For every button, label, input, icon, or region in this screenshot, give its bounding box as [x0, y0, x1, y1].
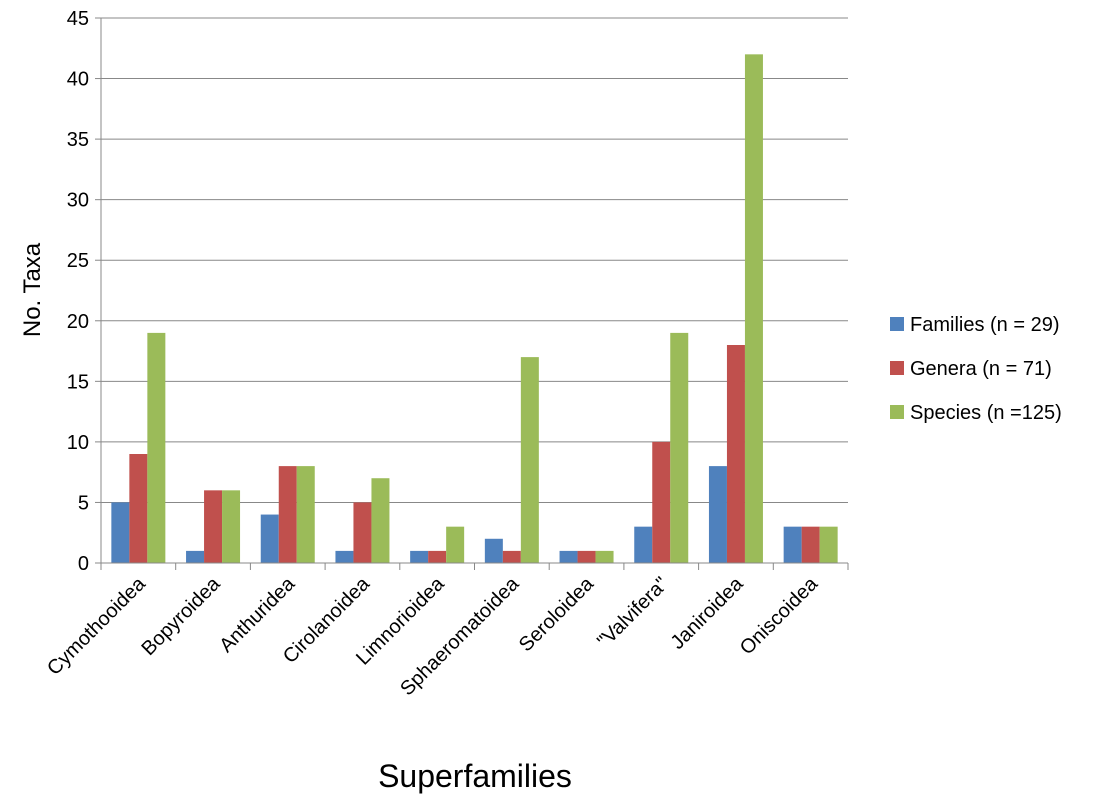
- bar-species: [371, 478, 390, 563]
- legend-label: Genera (n = 71): [910, 358, 1052, 380]
- bar-species: [222, 490, 241, 563]
- bar-genera: [577, 550, 596, 563]
- bar-genera: [502, 550, 521, 563]
- bar-species: [520, 357, 539, 563]
- bar-families: [186, 550, 205, 563]
- legend-swatch: [890, 405, 904, 419]
- y-tick-label: 40: [67, 69, 89, 91]
- legend-swatch: [890, 361, 904, 375]
- bar-genera: [353, 502, 372, 563]
- bar-genera: [278, 466, 297, 563]
- y-tick-label: 5: [78, 492, 89, 514]
- bar-families: [410, 550, 429, 563]
- bar-species: [595, 550, 614, 563]
- bar-families: [634, 526, 653, 563]
- bar-species: [744, 54, 763, 563]
- x-tick-label: "Valvifera": [593, 573, 673, 653]
- bars: [111, 54, 838, 563]
- legend-swatch: [890, 317, 904, 331]
- bar-families: [484, 538, 503, 563]
- axes: [95, 17, 849, 570]
- bar-families: [708, 466, 727, 563]
- bar-species: [819, 526, 838, 563]
- legend-label: Families (n = 29): [910, 314, 1060, 336]
- bar-genera: [801, 526, 820, 563]
- bar-families: [559, 550, 578, 563]
- y-axis-title: No. Taxa: [19, 242, 46, 337]
- x-tick-label: Janiroidea: [667, 572, 748, 653]
- y-tick-label: 35: [67, 129, 89, 151]
- bar-genera: [652, 441, 671, 563]
- y-tick-label: 0: [78, 553, 89, 575]
- y-tick-label: 45: [67, 8, 89, 30]
- legend-label: Species (n =125): [910, 402, 1062, 424]
- gridlines: [101, 17, 848, 503]
- x-tick-label: Bopyroidea: [137, 572, 225, 660]
- x-tick-label: Cymothooidea: [43, 572, 150, 679]
- bar-families: [335, 550, 354, 563]
- bar-genera: [204, 490, 223, 563]
- y-tick-label: 15: [67, 371, 89, 393]
- bar-species: [446, 526, 465, 563]
- bar-species: [147, 332, 166, 563]
- x-tick-label: Oniscoidea: [736, 572, 823, 659]
- bar-genera: [129, 454, 148, 563]
- bar-species: [296, 466, 315, 563]
- x-tick-label: Seroloidea: [515, 572, 599, 656]
- y-tick-label: 20: [67, 311, 89, 333]
- bar-genera: [428, 550, 447, 563]
- bar-families: [783, 526, 802, 563]
- x-axis-title: Superfamilies: [378, 758, 572, 794]
- bar-species: [670, 332, 689, 563]
- y-tick-label: 10: [67, 432, 89, 454]
- bar-families: [260, 514, 279, 563]
- legend: Families (n = 29) Genera (n = 71) Species …: [890, 314, 1062, 424]
- y-tick-label: 30: [67, 190, 89, 212]
- bar-genera: [726, 345, 745, 563]
- y-tick-label: 25: [67, 250, 89, 272]
- bar-families: [111, 502, 130, 563]
